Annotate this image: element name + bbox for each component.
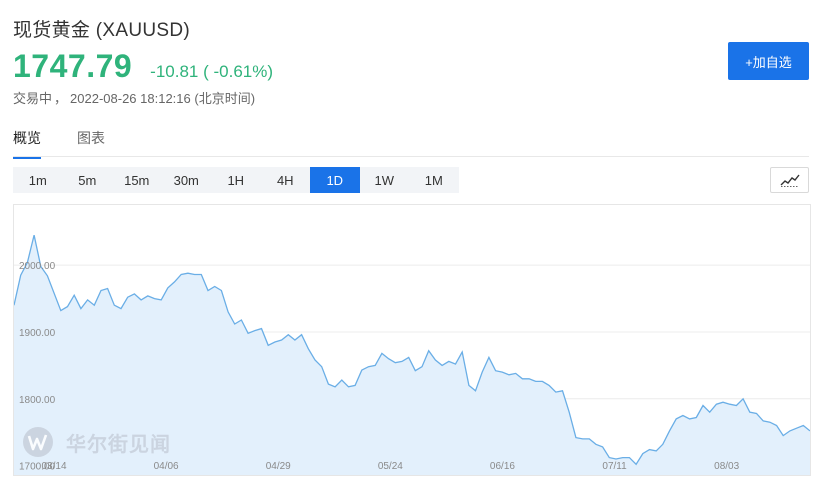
x-tick-label: 03/14 [41,461,66,472]
period-1m[interactable]: 1m [28,172,47,188]
price-row: 1747.79 -10.81 ( -0.61%) [13,48,273,85]
period-1mo[interactable]: 1M [424,172,443,188]
watermark: 华尔街见闻 [22,426,171,458]
current-price: 1747.79 [13,48,133,84]
period-1d[interactable]: 1D [310,167,360,193]
tab-chart[interactable]: 图表 [77,130,105,146]
price-chart[interactable]: 2000.00 1900.00 1800.00 1700.00 03/14 04/06 0… [13,204,811,476]
y-tick-label: 1800.00 [19,395,56,406]
x-tick-label: 05/24 [378,461,403,472]
period-selector: 1m 5m 15m 30m 1H 4H 1D 1W 1M [13,167,459,193]
view-tabs: 概览 图表 [13,128,141,159]
x-tick-label: 04/29 [266,461,291,472]
chart-type-button[interactable] [770,167,809,193]
period-1w[interactable]: 1W [374,172,395,188]
x-tick-label: 08/03 [714,461,739,472]
period-5m[interactable]: 5m [78,172,97,188]
x-tick-label: 06/16 [490,461,515,472]
price-change: -10.81 ( -0.61%) [150,62,274,81]
y-tick-label: 1900.00 [19,328,56,339]
chart-canvas: 2000.00 1900.00 1800.00 1700.00 03/14 04/06 0… [14,234,810,475]
tab-overview[interactable]: 概览 [13,128,41,159]
y-tick-label: 2000.00 [19,261,56,272]
status-text: 交易中 [13,91,53,106]
period-15m[interactable]: 15m [124,172,150,188]
period-1h[interactable]: 1H [227,172,245,188]
add-to-watchlist-button[interactable]: +加自选 [728,42,809,80]
x-tick-label: 04/06 [154,461,179,472]
instrument-title: 现货黄金 (XAUUSD) [13,20,191,41]
x-tick-label: 07/11 [602,461,627,472]
period-30m[interactable]: 30m [173,172,199,188]
price-area [14,235,810,475]
period-4h[interactable]: 4H [276,172,294,188]
status-timezone: (北京时间) [194,91,256,106]
line-chart-icon [780,174,800,187]
tabs-divider [13,156,809,157]
wallstreetcn-logo-icon [23,427,53,457]
y-tick-label: 1700.00 [19,462,56,473]
trading-status: 交易中， 2022-08-26 18:12:16 (北京时间) [13,88,255,107]
status-separator: ， [54,91,68,106]
price-line [14,234,810,466]
status-timestamp: 2022-08-26 18:12:16 [70,91,191,106]
watermark-text: 华尔街见闻 [66,431,171,456]
